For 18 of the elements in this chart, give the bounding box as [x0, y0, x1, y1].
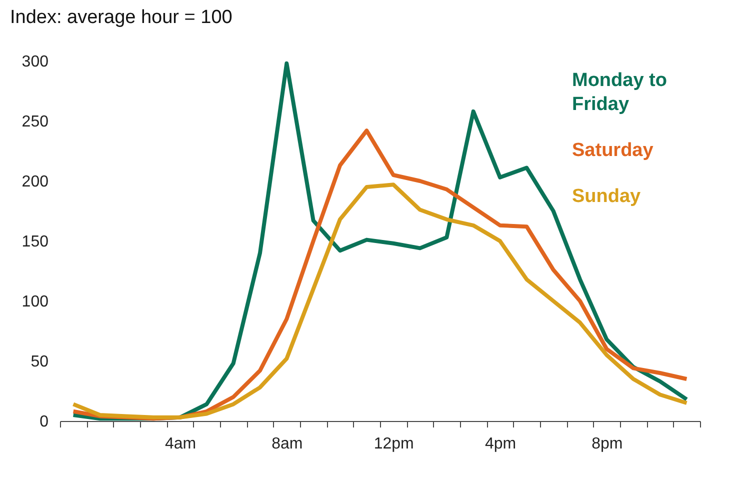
text: Monday to Friday	[572, 70, 667, 115]
chart-title: Index: average hour = 100	[10, 7, 232, 28]
y-tick-label: 100	[22, 294, 49, 310]
x-tick-label: 4am	[164, 436, 196, 452]
text: Sunday	[572, 186, 642, 207]
x-tick-label: 8pm	[592, 436, 623, 452]
y-tick-label: 0	[40, 414, 49, 430]
x-tick-label: 12pm	[374, 436, 414, 452]
line-series	[71, 182, 689, 420]
y-tick-label: 50	[30, 354, 49, 370]
y-tick-label: 150	[22, 234, 49, 250]
y-tick-label: 300	[22, 54, 49, 70]
x-tick-label: 8am	[272, 436, 303, 452]
y-tick-label: 200	[22, 174, 49, 190]
line-series	[71, 61, 689, 421]
y-tick-label: 250	[22, 114, 49, 130]
text: Saturday	[572, 140, 654, 161]
x-tick-label: 4pm	[484, 436, 516, 452]
